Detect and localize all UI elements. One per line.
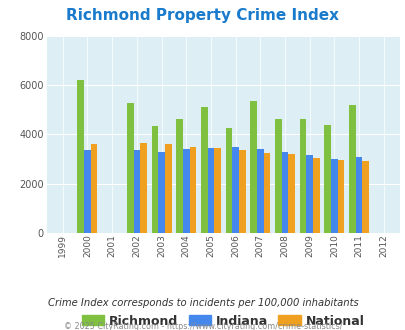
Bar: [274, 118, 281, 233]
Text: Crime Index corresponds to incidents per 100,000 inhabitants: Crime Index corresponds to incidents per…: [47, 298, 358, 308]
Bar: [232, 147, 239, 233]
Bar: [355, 156, 362, 233]
Bar: [151, 126, 158, 233]
Bar: [250, 101, 256, 233]
Bar: [256, 149, 263, 233]
Bar: [225, 128, 232, 233]
Bar: [84, 150, 91, 233]
Bar: [306, 155, 312, 233]
Bar: [207, 148, 214, 233]
Bar: [362, 161, 368, 233]
Bar: [91, 144, 97, 233]
Bar: [164, 144, 171, 233]
Text: © 2025 CityRating.com - https://www.cityrating.com/crime-statistics/: © 2025 CityRating.com - https://www.city…: [64, 322, 341, 330]
Bar: [133, 150, 140, 233]
Bar: [312, 158, 319, 233]
Bar: [176, 118, 183, 233]
Bar: [288, 154, 294, 233]
Bar: [140, 143, 147, 233]
Bar: [337, 160, 343, 233]
Bar: [263, 153, 270, 233]
Bar: [330, 159, 337, 233]
Bar: [158, 152, 164, 233]
Bar: [189, 147, 196, 233]
Bar: [77, 81, 84, 233]
Text: Richmond Property Crime Index: Richmond Property Crime Index: [66, 8, 339, 23]
Bar: [126, 103, 133, 233]
Bar: [214, 148, 220, 233]
Bar: [200, 108, 207, 233]
Bar: [183, 149, 189, 233]
Bar: [239, 150, 245, 233]
Legend: Richmond, Indiana, National: Richmond, Indiana, National: [77, 310, 369, 330]
Bar: [281, 152, 288, 233]
Bar: [324, 125, 330, 233]
Bar: [348, 105, 355, 233]
Bar: [299, 118, 306, 233]
